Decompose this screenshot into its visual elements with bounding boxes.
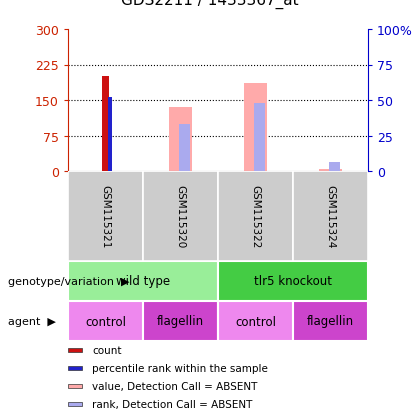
Text: flagellin: flagellin bbox=[157, 315, 204, 328]
Text: tlr5 knockout: tlr5 knockout bbox=[254, 275, 332, 288]
Bar bbox=[68, 171, 143, 261]
Bar bbox=[68, 301, 143, 341]
Text: rank, Detection Call = ABSENT: rank, Detection Call = ABSENT bbox=[92, 399, 252, 408]
Text: percentile rank within the sample: percentile rank within the sample bbox=[92, 363, 268, 373]
Text: GSM115320: GSM115320 bbox=[176, 185, 186, 248]
Bar bbox=[179, 125, 190, 171]
Text: GSM115322: GSM115322 bbox=[250, 185, 260, 248]
Text: control: control bbox=[85, 315, 126, 328]
Bar bbox=[319, 169, 342, 171]
Text: value, Detection Call = ABSENT: value, Detection Call = ABSENT bbox=[92, 381, 257, 391]
Text: genotype/variation  ▶: genotype/variation ▶ bbox=[8, 276, 130, 286]
Bar bbox=[218, 301, 293, 341]
Text: count: count bbox=[92, 345, 122, 355]
Bar bbox=[329, 163, 340, 171]
Bar bbox=[254, 104, 265, 171]
Bar bbox=[68, 366, 81, 370]
Bar bbox=[68, 348, 81, 352]
Text: GSM115321: GSM115321 bbox=[100, 185, 110, 248]
Bar bbox=[68, 384, 81, 388]
Bar bbox=[102, 77, 109, 171]
Bar bbox=[143, 301, 218, 341]
Text: wild type: wild type bbox=[116, 275, 170, 288]
Bar bbox=[169, 108, 192, 171]
Text: GSM115324: GSM115324 bbox=[326, 185, 336, 248]
Text: control: control bbox=[235, 315, 276, 328]
Bar bbox=[68, 402, 81, 406]
Bar bbox=[293, 171, 368, 261]
Text: flagellin: flagellin bbox=[307, 315, 354, 328]
Bar bbox=[293, 301, 368, 341]
Text: GDS2211 / 1433367_at: GDS2211 / 1433367_at bbox=[121, 0, 299, 9]
Bar bbox=[68, 261, 218, 301]
Bar bbox=[143, 171, 218, 261]
Bar bbox=[218, 171, 293, 261]
Bar bbox=[244, 84, 267, 171]
Bar bbox=[108, 98, 112, 171]
Bar bbox=[218, 261, 368, 301]
Text: agent  ▶: agent ▶ bbox=[8, 316, 56, 326]
